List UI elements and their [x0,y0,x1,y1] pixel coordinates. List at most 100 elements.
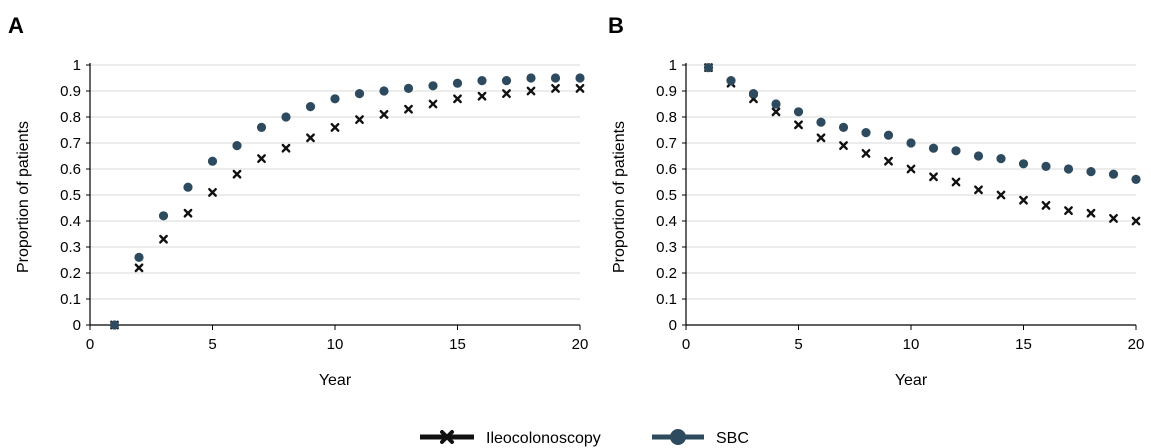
x-tick-label: 20 [1128,336,1145,353]
x-tick-label: 20 [572,336,589,353]
y-tick-label: 0.1 [656,291,677,308]
data-point-ileocolonoscopy [454,96,460,102]
y-tick-label: 0.7 [60,135,81,152]
data-point-sbc [1041,162,1050,171]
chart-panel-a: 00.10.20.30.40.50.60.70.80.910 5 10 15 20Yea… [15,57,588,389]
data-point-sbc [428,81,437,90]
data-point-sbc [1109,170,1118,179]
data-point-ileocolonoscopy [1065,207,1071,213]
data-point-sbc [257,123,266,132]
y-tick-label: 0.8 [60,109,81,126]
data-point-ileocolonoscopy [307,135,313,141]
data-point-sbc [551,73,560,82]
y-tick-label: 0.3 [656,239,677,256]
data-point-sbc [884,131,893,140]
circle-marker [670,429,686,445]
y-tick-label: 0.6 [60,161,81,178]
data-point-sbc [281,112,290,121]
y-tick-label: 0.1 [60,291,81,308]
y-tick-label: 0.9 [60,83,81,100]
data-point-ileocolonoscopy [975,187,981,193]
data-point-ileocolonoscopy [1088,210,1094,216]
chart-panel-b: 00.10.20.30.40.50.60.70.80.910 5 10 15 20Yea… [611,57,1144,389]
data-point-ileocolonoscopy [863,150,869,156]
y-axis-title: Proportion of patients [15,121,32,273]
data-point-sbc [929,144,938,153]
data-point-sbc [159,211,168,220]
y-tick-label: 0.5 [60,187,81,204]
legend-item-sbc: SBC [652,429,749,447]
y-tick-label: 0.2 [60,265,81,282]
data-point-ileocolonoscopy [1020,197,1026,203]
y-tick-label: 0.4 [60,213,81,230]
data-point-ileocolonoscopy [405,106,411,112]
data-point-ileocolonoscopy [818,135,824,141]
data-point-sbc [771,99,780,108]
y-tick-label: 1 [669,57,677,74]
data-point-sbc [183,183,192,192]
data-point-ileocolonoscopy [332,124,338,130]
series-ileocolonoscopy [111,85,583,328]
data-point-sbc [453,79,462,88]
data-point-sbc [839,123,848,132]
data-point-sbc [974,151,983,160]
y-tick-label: 0.6 [656,161,677,178]
x-tick-label: 0 [86,336,94,353]
data-point-sbc [1064,164,1073,173]
data-point-ileocolonoscopy [773,109,779,115]
data-point-sbc [306,102,315,111]
y-tick-label: 0.4 [656,213,677,230]
data-point-ileocolonoscopy [136,265,142,271]
data-point-sbc [404,84,413,93]
x-tick-label: 10 [327,336,344,353]
series-ileocolonoscopy [705,64,1139,224]
data-point-sbc [794,107,803,116]
data-point-sbc [232,141,241,150]
data-point-sbc [330,94,339,103]
data-point-sbc [996,154,1005,163]
data-point-sbc [704,63,713,72]
data-point-sbc [906,138,915,147]
data-point-ileocolonoscopy [1043,202,1049,208]
data-point-sbc [526,73,535,82]
y-tick-label: 0.5 [656,187,677,204]
y-axis-title: Proportion of patients [611,121,628,273]
panel-letter-a: A [8,13,24,38]
legend-item-ileocolonoscopy: Ileocolonoscopy [420,430,601,447]
y-tick-label: 0.2 [656,265,677,282]
legend-label-sbc: SBC [716,430,749,447]
data-point-sbc [110,320,119,329]
x-tick-label: 5 [208,336,216,353]
legend: Ileocolonoscopy SBC [420,429,749,447]
data-point-ileocolonoscopy [234,171,240,177]
series-sbc [704,63,1141,184]
data-point-ileocolonoscopy [185,210,191,216]
circle-icon [670,429,686,445]
data-point-ileocolonoscopy [479,93,485,99]
x-axis-title: Year [319,372,352,389]
data-point-ileocolonoscopy [283,145,289,151]
x-tick-label: 15 [1015,336,1032,353]
data-point-sbc [1131,175,1140,184]
data-point-sbc [816,118,825,127]
data-point-sbc [861,128,870,137]
y-tick-label: 0.7 [656,135,677,152]
legend-label-ileocolonoscopy: Ileocolonoscopy [486,430,601,447]
data-point-sbc [208,157,217,166]
data-point-ileocolonoscopy [930,174,936,180]
x-tick-label: 0 [682,336,690,353]
y-tick-label: 1 [73,57,81,74]
y-tick-label: 0 [669,317,677,334]
data-point-sbc [951,146,960,155]
panel-letter-b: B [608,13,624,38]
y-tick-label: 0.3 [60,239,81,256]
x-tick-label: 15 [449,336,466,353]
data-point-ileocolonoscopy [160,236,166,242]
data-point-sbc [477,76,486,85]
y-tick-label: 0.9 [656,83,677,100]
data-point-ileocolonoscopy [258,155,264,161]
data-point-sbc [749,89,758,98]
x-tick-label: 10 [903,336,920,353]
data-point-sbc [1086,167,1095,176]
data-point-ileocolonoscopy [430,101,436,107]
